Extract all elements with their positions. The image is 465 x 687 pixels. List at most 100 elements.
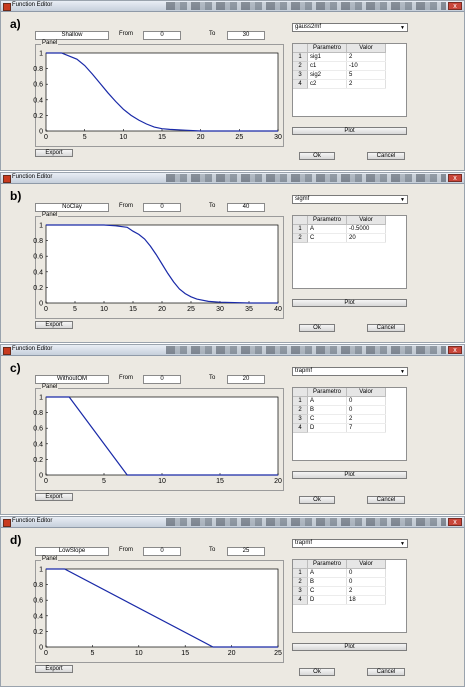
taskbar-strip [166, 518, 446, 526]
parameter-name-cell[interactable]: C [307, 586, 347, 596]
y-tick-label: 1 [39, 223, 43, 230]
x-tick-label: 20 [274, 478, 282, 485]
panel-label: Panel [41, 40, 59, 46]
panel-label: Panel [41, 212, 59, 218]
function-type-value: trapmf [295, 540, 313, 546]
parameter-name-cell[interactable]: B [307, 577, 347, 587]
function-type-dropdown[interactable]: trapmf ▼ [292, 539, 408, 548]
y-tick-label: 0.8 [33, 410, 43, 417]
y-tick-label: 0 [39, 645, 43, 652]
x-tick-label: 10 [119, 134, 127, 141]
from-label: From [119, 31, 133, 37]
cancel-button[interactable]: Cancel [367, 324, 405, 332]
export-button[interactable]: Export [35, 149, 73, 157]
cancel-button[interactable]: Cancel [367, 496, 405, 504]
parameter-value-cell[interactable]: 0 [346, 405, 386, 415]
close-button[interactable]: x [448, 346, 462, 354]
close-button[interactable]: x [448, 174, 462, 182]
table-row: 2 C 20 [293, 233, 386, 243]
to-field[interactable]: 30 [227, 31, 265, 40]
parameter-name-cell[interactable]: c2 [307, 79, 347, 89]
y-tick-label: 0 [39, 473, 43, 480]
ok-button[interactable]: Ok [299, 324, 335, 332]
ok-button[interactable]: Ok [299, 152, 335, 160]
parameter-value-cell[interactable]: 2 [346, 52, 386, 62]
plot-button[interactable]: Plot [292, 471, 407, 479]
from-field[interactable]: 0 [143, 31, 181, 40]
parameter-value-cell[interactable]: 2 [346, 414, 386, 424]
membership-chart: 0 5 10 15 20 0 0.2 0.4 0.6 0.8 1 [33, 395, 282, 486]
name-field[interactable]: Shallow [35, 31, 109, 40]
parameter-value-cell[interactable]: 2 [346, 79, 386, 89]
parameter-name-cell[interactable]: c1 [307, 61, 347, 71]
plot-button[interactable]: Plot [292, 643, 407, 651]
function-type-dropdown[interactable]: gauss2mf ▼ [292, 23, 408, 32]
close-button[interactable]: x [448, 518, 462, 526]
to-field[interactable]: 25 [227, 547, 265, 556]
parameter-name-cell[interactable]: sig1 [307, 52, 347, 62]
y-tick-label: 0.2 [33, 457, 43, 464]
function-type-dropdown[interactable]: sigmf ▼ [292, 195, 408, 204]
ok-button[interactable]: Ok [299, 668, 335, 676]
window-title: Function Editor [12, 2, 53, 8]
panel-letter: d) [10, 533, 22, 547]
row-index: 1 [293, 568, 308, 578]
parameter-value-cell[interactable]: 0 [346, 396, 386, 406]
plot-button[interactable]: Plot [292, 299, 407, 307]
export-button[interactable]: Export [35, 321, 73, 329]
parameter-name-cell[interactable]: D [307, 423, 347, 433]
parameter-name-cell[interactable]: A [307, 396, 347, 406]
parameter-name-cell[interactable]: B [307, 405, 347, 415]
to-field[interactable]: 20 [227, 375, 265, 384]
parameter-column-header: Parametro [307, 388, 347, 397]
row-index-header [293, 388, 308, 397]
parameter-value-cell[interactable]: 7 [346, 423, 386, 433]
from-field[interactable]: 0 [143, 375, 181, 384]
parameter-value-cell[interactable]: 0 [346, 577, 386, 587]
parameter-value-cell[interactable]: 0 [346, 568, 386, 578]
app-icon [3, 347, 11, 355]
export-button[interactable]: Export [35, 493, 73, 501]
to-label: To [209, 547, 216, 553]
y-tick-label: 0 [39, 301, 43, 308]
parameter-table: Parametro Valor 1 A 0 2 B 0 3 C 2 4 D 18 [292, 559, 407, 633]
to-field[interactable]: 40 [227, 203, 265, 212]
x-tick-label: 25 [187, 306, 195, 313]
parameter-value-cell[interactable]: 18 [346, 595, 386, 605]
membership-curve [46, 52, 278, 132]
value-column-header: Valor [346, 216, 386, 225]
name-field[interactable]: NoClay [35, 203, 109, 212]
parameter-value-cell[interactable]: -10 [346, 61, 386, 71]
cancel-button[interactable]: Cancel [367, 152, 405, 160]
from-field[interactable]: 0 [143, 203, 181, 212]
cancel-button[interactable]: Cancel [367, 668, 405, 676]
name-field[interactable]: WithoutOM [35, 375, 109, 384]
y-tick-label: 0.4 [33, 269, 43, 276]
parameter-name-cell[interactable]: C [307, 414, 347, 424]
x-tick-label: 0 [44, 306, 48, 313]
close-button[interactable]: x [448, 2, 462, 10]
export-button[interactable]: Export [35, 665, 73, 673]
parameter-value-cell[interactable]: 2 [346, 586, 386, 596]
plot-area [45, 396, 279, 476]
parameter-name-cell[interactable]: A [307, 568, 347, 578]
function-type-value: sigmf [295, 196, 310, 202]
row-index: 3 [293, 586, 308, 596]
y-tick-label: 0.6 [33, 254, 43, 261]
parameter-name-cell[interactable]: C [307, 233, 347, 243]
function-type-dropdown[interactable]: trapmf ▼ [292, 367, 408, 376]
name-field[interactable]: LowSlope [35, 547, 109, 556]
plot-button[interactable]: Plot [292, 127, 407, 135]
parameter-name-cell[interactable]: D [307, 595, 347, 605]
ok-button[interactable]: Ok [299, 496, 335, 504]
panel-letter: b) [10, 189, 22, 203]
function-type-value: gauss2mf [295, 24, 322, 30]
parameter-value-cell[interactable]: -0.5000 [346, 224, 386, 234]
parameter-name-cell[interactable]: sig2 [307, 70, 347, 80]
parameter-name-cell[interactable]: A [307, 224, 347, 234]
parameter-value-cell[interactable]: 5 [346, 70, 386, 80]
plot-panel-frame [35, 44, 284, 147]
from-field[interactable]: 0 [143, 547, 181, 556]
parameter-value-cell[interactable]: 20 [346, 233, 386, 243]
